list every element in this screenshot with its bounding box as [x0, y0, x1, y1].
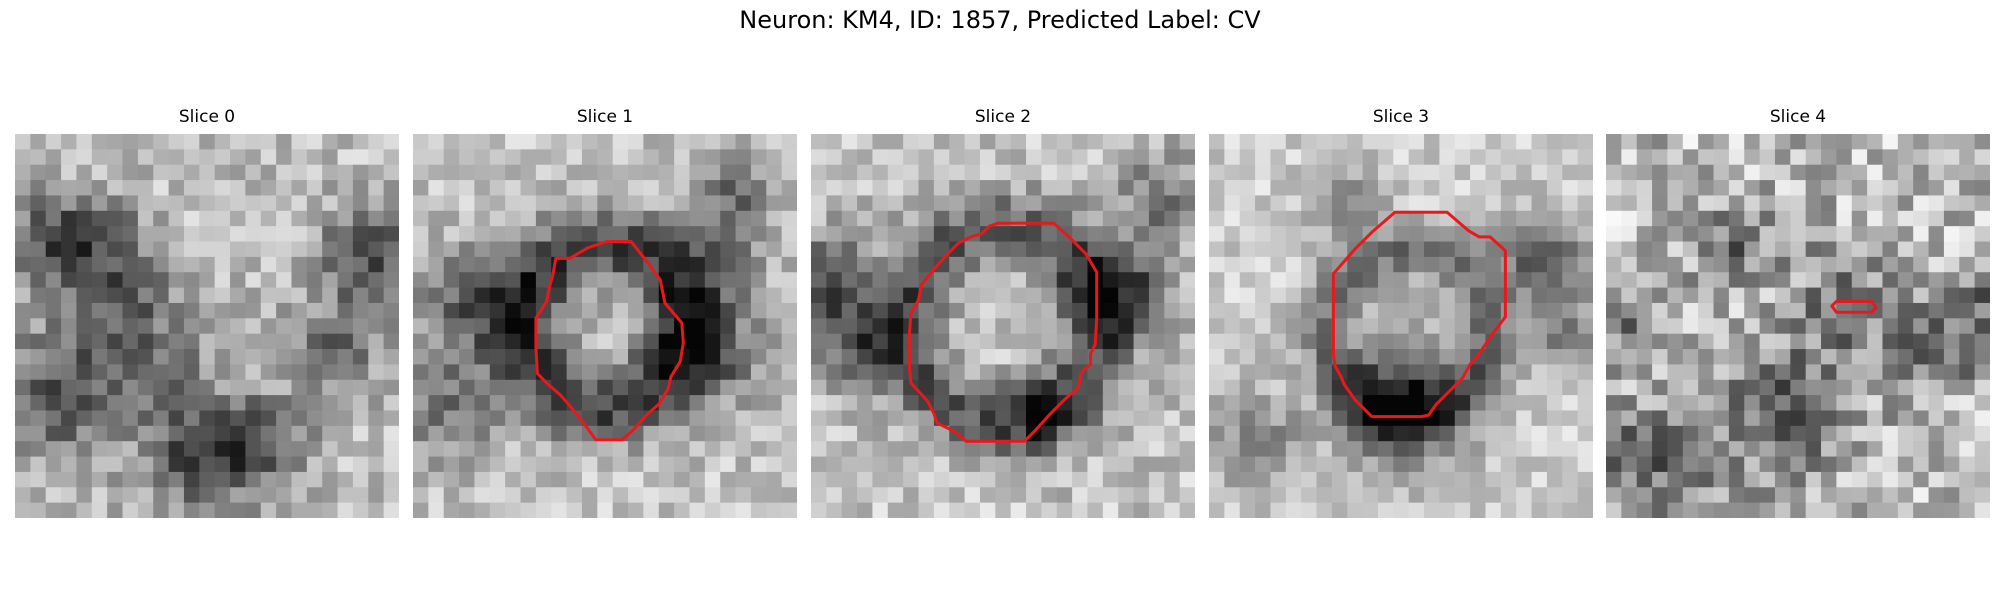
figure-title: Neuron: KM4, ID: 1857, Predicted Label: … [739, 6, 1261, 34]
pixel-grid [1209, 134, 1593, 518]
panel-title: Slice 1 [576, 107, 634, 127]
slice-image [1606, 134, 1990, 518]
segmentation-contour [907, 221, 1099, 443]
panel-title: Slice 0 [178, 107, 236, 127]
slice-image [413, 134, 797, 518]
slice-image [1209, 134, 1593, 518]
pixel-grid [1606, 134, 1990, 518]
segmentation-contour [534, 240, 685, 442]
panel-title: Slice 2 [974, 107, 1032, 127]
pixel-grid [15, 134, 399, 518]
panel-title: Slice 3 [1372, 107, 1430, 127]
slice-image [811, 134, 1195, 518]
segmentation-contour [1830, 299, 1878, 314]
segmentation-contour [1331, 210, 1507, 419]
pixel-grid [413, 134, 797, 518]
panel-title: Slice 4 [1769, 107, 1827, 127]
pixel-grid [811, 134, 1195, 518]
slice-image [15, 134, 399, 518]
